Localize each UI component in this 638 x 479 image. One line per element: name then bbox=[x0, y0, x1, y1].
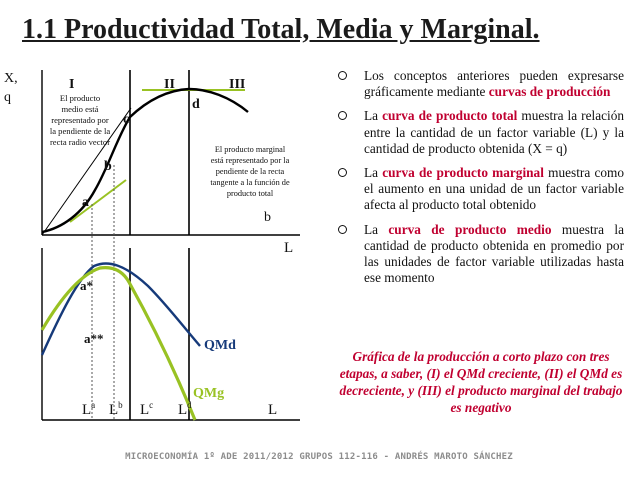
page-title: 1.1 Productividad Total, Media y Margina… bbox=[22, 14, 540, 45]
note-average-product: El producto medio está representado por … bbox=[50, 93, 111, 147]
bullet-list: Los conceptos anteriores pueden expresar… bbox=[338, 68, 624, 294]
svg-text:El producto: El producto bbox=[60, 93, 100, 103]
bullet-icon bbox=[338, 71, 347, 80]
bullet-item: La curva de producto total muestra la re… bbox=[338, 108, 624, 157]
qmd-curve bbox=[40, 262, 201, 356]
qmg-label: QMg bbox=[193, 386, 224, 401]
point-label-a-double-star: a** bbox=[84, 331, 104, 346]
point-label-a: a bbox=[82, 195, 89, 210]
x-tick-ld: Ld bbox=[178, 400, 192, 418]
svg-text:medio está: medio está bbox=[62, 104, 99, 114]
point-label-a-star: a* bbox=[80, 278, 93, 293]
x-tick-lc: Lc bbox=[140, 400, 153, 418]
ray-from-origin bbox=[41, 107, 132, 236]
svg-text:El producto marginal: El producto marginal bbox=[215, 145, 286, 154]
stage-label-ii: II bbox=[164, 77, 175, 92]
bullet-icon bbox=[338, 168, 347, 178]
tangent-line-a bbox=[69, 179, 127, 223]
bullet-item: La curva de producto marginal muestra co… bbox=[338, 165, 624, 214]
svg-text:representado por: representado por bbox=[51, 115, 109, 125]
qmd-label: QMd bbox=[204, 338, 236, 353]
bullet-icon bbox=[338, 224, 347, 234]
top-y-axis-label-x: X, bbox=[4, 71, 18, 86]
x-tick-lb: Lb bbox=[109, 400, 123, 418]
bullet-item: La curva de producto medio muestra la ca… bbox=[338, 222, 624, 287]
top-x-axis-label: L bbox=[284, 240, 293, 256]
top-y-axis-label-q: q bbox=[4, 90, 11, 105]
point-label-b: b bbox=[104, 159, 112, 174]
svg-text:pendiente de la recta: pendiente de la recta bbox=[216, 167, 285, 176]
svg-text:recta radio vector: recta radio vector bbox=[50, 137, 110, 147]
point-label-c: c bbox=[123, 112, 129, 127]
bullet-icon bbox=[338, 111, 347, 121]
x-tick-la: La bbox=[82, 400, 95, 418]
note-marginal-product: El producto marginal está representado p… bbox=[210, 145, 290, 198]
production-graph: X, q L I II III a b c d b El producto me… bbox=[4, 70, 300, 421]
bullet-item: Los conceptos anteriores pueden expresar… bbox=[338, 68, 624, 100]
stage-label-i: I bbox=[69, 77, 74, 92]
axis-point-label-b: b bbox=[264, 210, 271, 225]
qmg-curve bbox=[40, 266, 197, 421]
footer-text: MICROECONOMÍA 1º ADE 2011/2012 GRUPOS 11… bbox=[125, 452, 513, 462]
svg-text:tangente a la función de: tangente a la función de bbox=[210, 178, 290, 187]
svg-text:la pendiente de la: la pendiente de la bbox=[50, 126, 111, 136]
svg-text:está representado por la: está representado por la bbox=[211, 156, 290, 165]
graph-caption: Gráfica de la producción a corto plazo c… bbox=[339, 349, 623, 415]
bottom-x-axis-label: L bbox=[268, 402, 277, 418]
stage-label-iii: III bbox=[229, 77, 245, 92]
point-label-d: d bbox=[192, 97, 200, 112]
svg-text:producto total: producto total bbox=[227, 189, 274, 198]
total-product-curve bbox=[41, 87, 249, 234]
